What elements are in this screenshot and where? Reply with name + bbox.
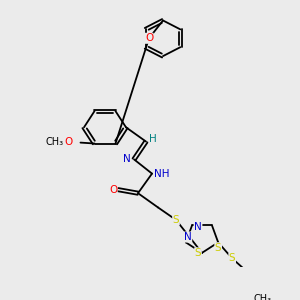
Text: O: O — [64, 137, 73, 147]
Text: CH₃: CH₃ — [253, 294, 271, 300]
Text: O: O — [109, 184, 117, 195]
Text: N: N — [123, 154, 131, 164]
Text: CH₃: CH₃ — [45, 137, 64, 147]
Text: N: N — [184, 232, 192, 242]
Text: S: S — [195, 248, 201, 258]
Text: S: S — [173, 215, 179, 225]
Text: NH: NH — [154, 169, 170, 178]
Text: O: O — [145, 33, 153, 43]
Text: S: S — [229, 254, 236, 263]
Text: N: N — [194, 222, 202, 232]
Text: S: S — [215, 243, 221, 253]
Text: H: H — [149, 134, 157, 144]
